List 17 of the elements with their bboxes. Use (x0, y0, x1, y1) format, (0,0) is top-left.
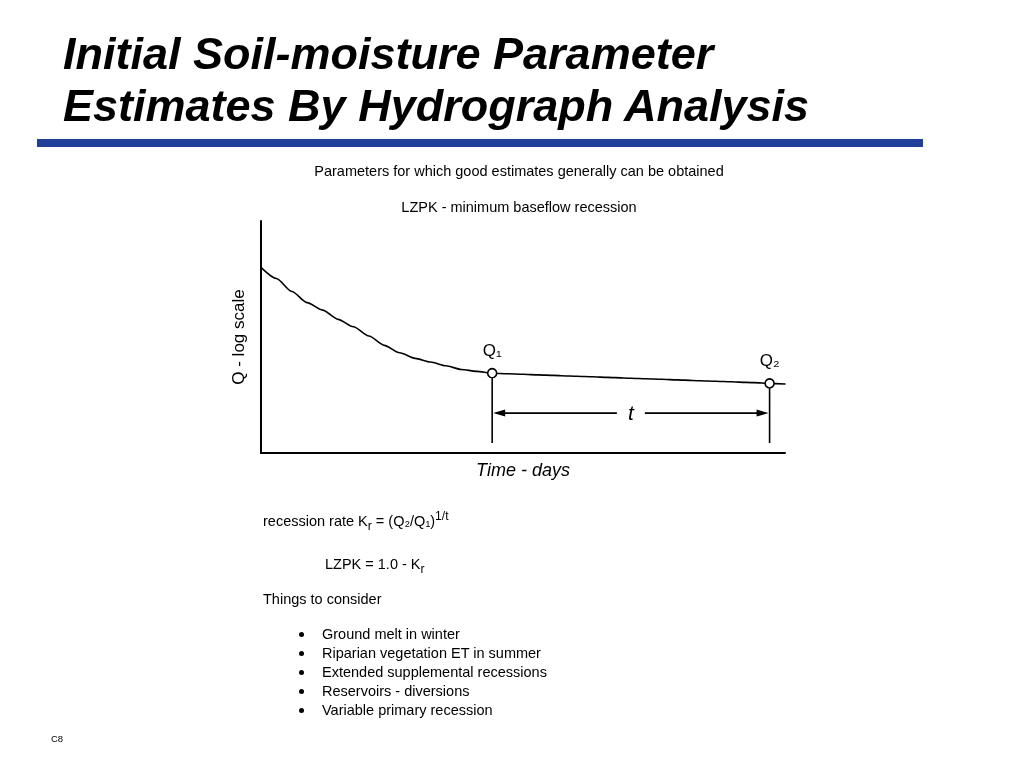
text: Extended supplemental recessions (322, 663, 547, 681)
chart-title: Initial Soil-moisture Parameter Estimates By Hydrograph Analysis (63, 28, 811, 132)
text: Reservoirs - diversions (322, 682, 470, 700)
series-label: Q₁ (482, 340, 502, 360)
text: LZPK - minimum baseflow recession (400, 198, 638, 216)
text: C8 (51, 733, 64, 745)
chart-subtitle: Parameters for which good estimates generally can be obtained (313, 162, 725, 180)
annotation: t (627, 401, 635, 425)
y-axis-title: Q - log scale (229, 289, 248, 385)
text: Ground melt in winter (322, 625, 460, 643)
text: Things to consider (263, 590, 382, 608)
text: Variable primary recession (322, 701, 493, 719)
text: Riparian vegetation ET in summer (322, 644, 541, 662)
x-axis-title: Time - days (476, 460, 570, 480)
series-label: Q₂ (759, 351, 780, 371)
text: LZPK = 1.0 - K$_{r}$ (325, 555, 425, 578)
text: recession rate K$_{r}$ = (Q₂/Q₁)$^{1/t}$ (263, 508, 449, 535)
